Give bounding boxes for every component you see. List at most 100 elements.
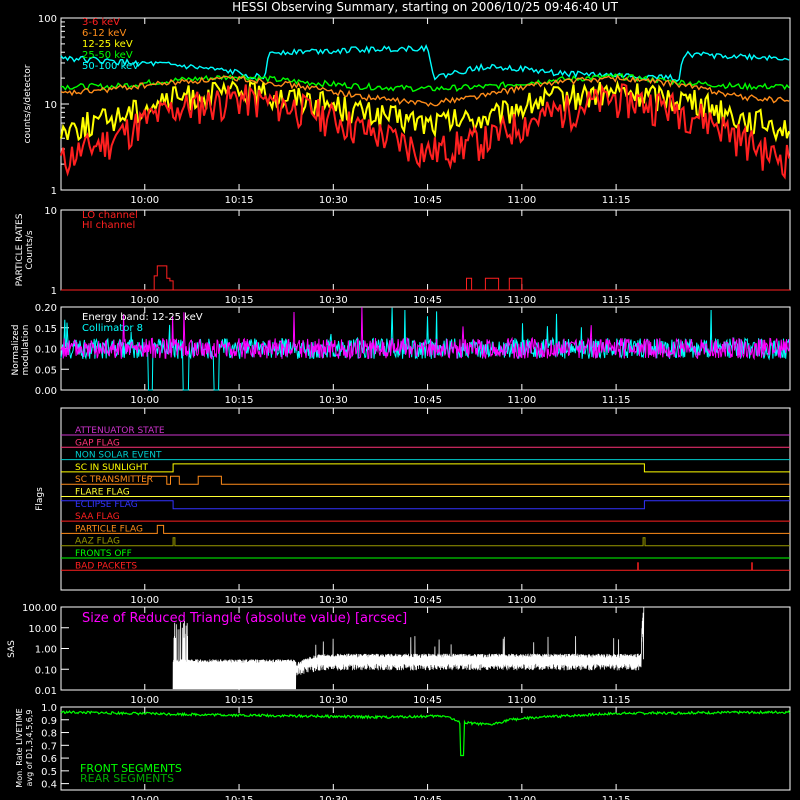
y-tick-label: 0.8	[41, 729, 57, 740]
x-tick-label: 10:15	[225, 195, 254, 206]
x-tick-label: 10:30	[319, 695, 348, 706]
x-tick-label: 10:15	[225, 395, 254, 406]
x-tick-label: 10:45	[413, 295, 442, 306]
y-axis-label: SAS	[7, 640, 17, 658]
y-axis-label: PARTICLE RATES	[15, 213, 25, 286]
y-tick-label: 1.00	[35, 645, 57, 656]
series-line-LO-channel	[61, 265, 790, 291]
x-tick-label: 11:00	[507, 395, 536, 406]
x-tick-label: 11:00	[507, 595, 536, 606]
x-tick-label: 10:45	[413, 595, 442, 606]
y-tick-label: 100	[38, 14, 57, 25]
chart-title: HESSI Observing Summary, starting on 200…	[232, 0, 618, 14]
y-axis-label: Mon. Rate LIVETIME	[15, 708, 24, 787]
legend-entry-energy-band: Energy band: 12-25 keV	[82, 312, 203, 323]
y-tick-label: 0.05	[35, 365, 57, 376]
series-line-12-25-keV	[60, 80, 791, 143]
flag-label-attenuator-state: ATTENUATOR STATE	[75, 426, 165, 436]
legend-entry-3-6-keV: 3-6 keV	[82, 17, 120, 28]
x-tick-label: 10:30	[319, 795, 348, 800]
flag-label-flare-flag: FLARE FLAG	[75, 488, 130, 498]
x-tick-label: 10:15	[225, 695, 254, 706]
flag-label-particle-flag: PARTICLE FLAG	[75, 524, 143, 534]
sas-annotation: Size of Reduced Triangle (absolute value…	[82, 611, 407, 626]
x-tick-label: 10:00	[130, 395, 159, 406]
y-tick-label: 100.00	[22, 603, 57, 614]
modulation-trace	[60, 307, 790, 361]
series-line-3-6-keV	[60, 83, 791, 180]
x-tick-label: 11:00	[507, 195, 536, 206]
x-tick-label: 11:00	[507, 695, 536, 706]
x-tick-label: 10:15	[225, 295, 254, 306]
x-tick-label: 11:00	[507, 795, 536, 800]
legend-entry-25-50-keV: 25-50 keV	[82, 50, 133, 61]
x-tick-label: 10:30	[319, 295, 348, 306]
flag-label-sc-transmitter: SC TRANSMITTER	[75, 475, 153, 485]
x-tick-label: 10:30	[319, 595, 348, 606]
sas-trace	[172, 607, 645, 690]
y-axis-label: Flags	[35, 487, 45, 511]
x-tick-label: 11:15	[602, 695, 631, 706]
y-axis-label: Normalized	[11, 324, 21, 375]
legend-entry-6-12-keV: 6-12 keV	[82, 28, 126, 39]
y-tick-label: 0.4	[41, 780, 57, 791]
legend-entry-12-25-keV: 12-25 keV	[82, 39, 133, 50]
y-tick-label: 1.0	[41, 703, 57, 714]
panel-frame-live	[60, 706, 791, 791]
y-tick-label: 10	[44, 100, 57, 111]
x-tick-label: 10:45	[413, 695, 442, 706]
x-tick-label: 10:45	[413, 795, 442, 800]
flag-label-bad-packets: BAD PACKETS	[75, 561, 137, 571]
y-axis-label: avg of D1,3,4,5,6,9	[25, 710, 34, 787]
x-tick-label: 10:15	[225, 795, 254, 800]
panel-frame-flags	[60, 407, 791, 591]
legend-entry-HI-channel: HI channel	[82, 220, 135, 231]
flag-label-fronts-off: FRONTS OFF	[75, 549, 132, 559]
y-axis-label: counts/s/detector	[23, 64, 33, 143]
flag-label-aaz-flag: AAZ FLAG	[75, 537, 120, 547]
livetime-front-trace	[60, 710, 791, 757]
y-tick-label: 0.7	[41, 741, 57, 752]
x-tick-label: 10:15	[225, 595, 254, 606]
x-tick-label: 11:15	[602, 195, 631, 206]
legend-entry-rear-segments: REAR SEGMENTS	[80, 772, 174, 785]
flag-trace-eclipse-flag	[61, 500, 790, 510]
x-tick-label: 10:30	[319, 395, 348, 406]
y-tick-label: 0.01	[35, 686, 57, 697]
series-line-50-100-keV	[60, 44, 790, 82]
flag-label-eclipse-flag: ECLIPSE FLAG	[75, 500, 138, 510]
flag-trace-sc-in-sunlight	[61, 463, 790, 473]
flag-label-gap-flag: GAP FLAG	[75, 438, 120, 448]
x-tick-label: 10:00	[130, 595, 159, 606]
y-tick-label: 10.00	[28, 624, 57, 635]
y-tick-label: 1	[51, 186, 57, 197]
y-tick-label: 0.6	[41, 754, 57, 765]
x-tick-label: 10:45	[413, 195, 442, 206]
x-tick-label: 11:00	[507, 295, 536, 306]
x-tick-label: 11:15	[602, 595, 631, 606]
x-tick-label: 10:45	[413, 395, 442, 406]
x-tick-label: 10:00	[130, 195, 159, 206]
x-tick-label: 11:15	[602, 395, 631, 406]
y-tick-label: 0.15	[35, 324, 57, 335]
x-tick-label: 11:15	[602, 295, 631, 306]
flag-trace-sc-transmitter	[61, 475, 790, 485]
y-tick-label: 1	[51, 286, 57, 297]
flag-label-saa-flag: SAA FLAG	[75, 512, 120, 522]
legend-entry-50-100-keV: 50-100 keV	[82, 61, 139, 72]
y-tick-label: 0.9	[41, 716, 57, 727]
y-tick-label: 0.10	[35, 665, 57, 676]
flag-trace-particle-flag	[61, 524, 790, 534]
flag-label-sc-in-sunlight: SC IN SUNLIGHT	[75, 463, 149, 473]
y-axis-label: modulation	[21, 325, 31, 376]
y-tick-label: 0.00	[35, 386, 57, 397]
y-axis-label: Counts/s	[25, 230, 35, 269]
flag-label-non-solar-event: NON SOLAR EVENT	[75, 451, 162, 461]
x-tick-label: 10:00	[130, 695, 159, 706]
x-tick-label: 11:15	[602, 795, 631, 800]
modulation-trace	[60, 307, 790, 391]
y-tick-label: 0.5	[41, 767, 57, 778]
series-line-6-12-keV	[60, 74, 790, 108]
